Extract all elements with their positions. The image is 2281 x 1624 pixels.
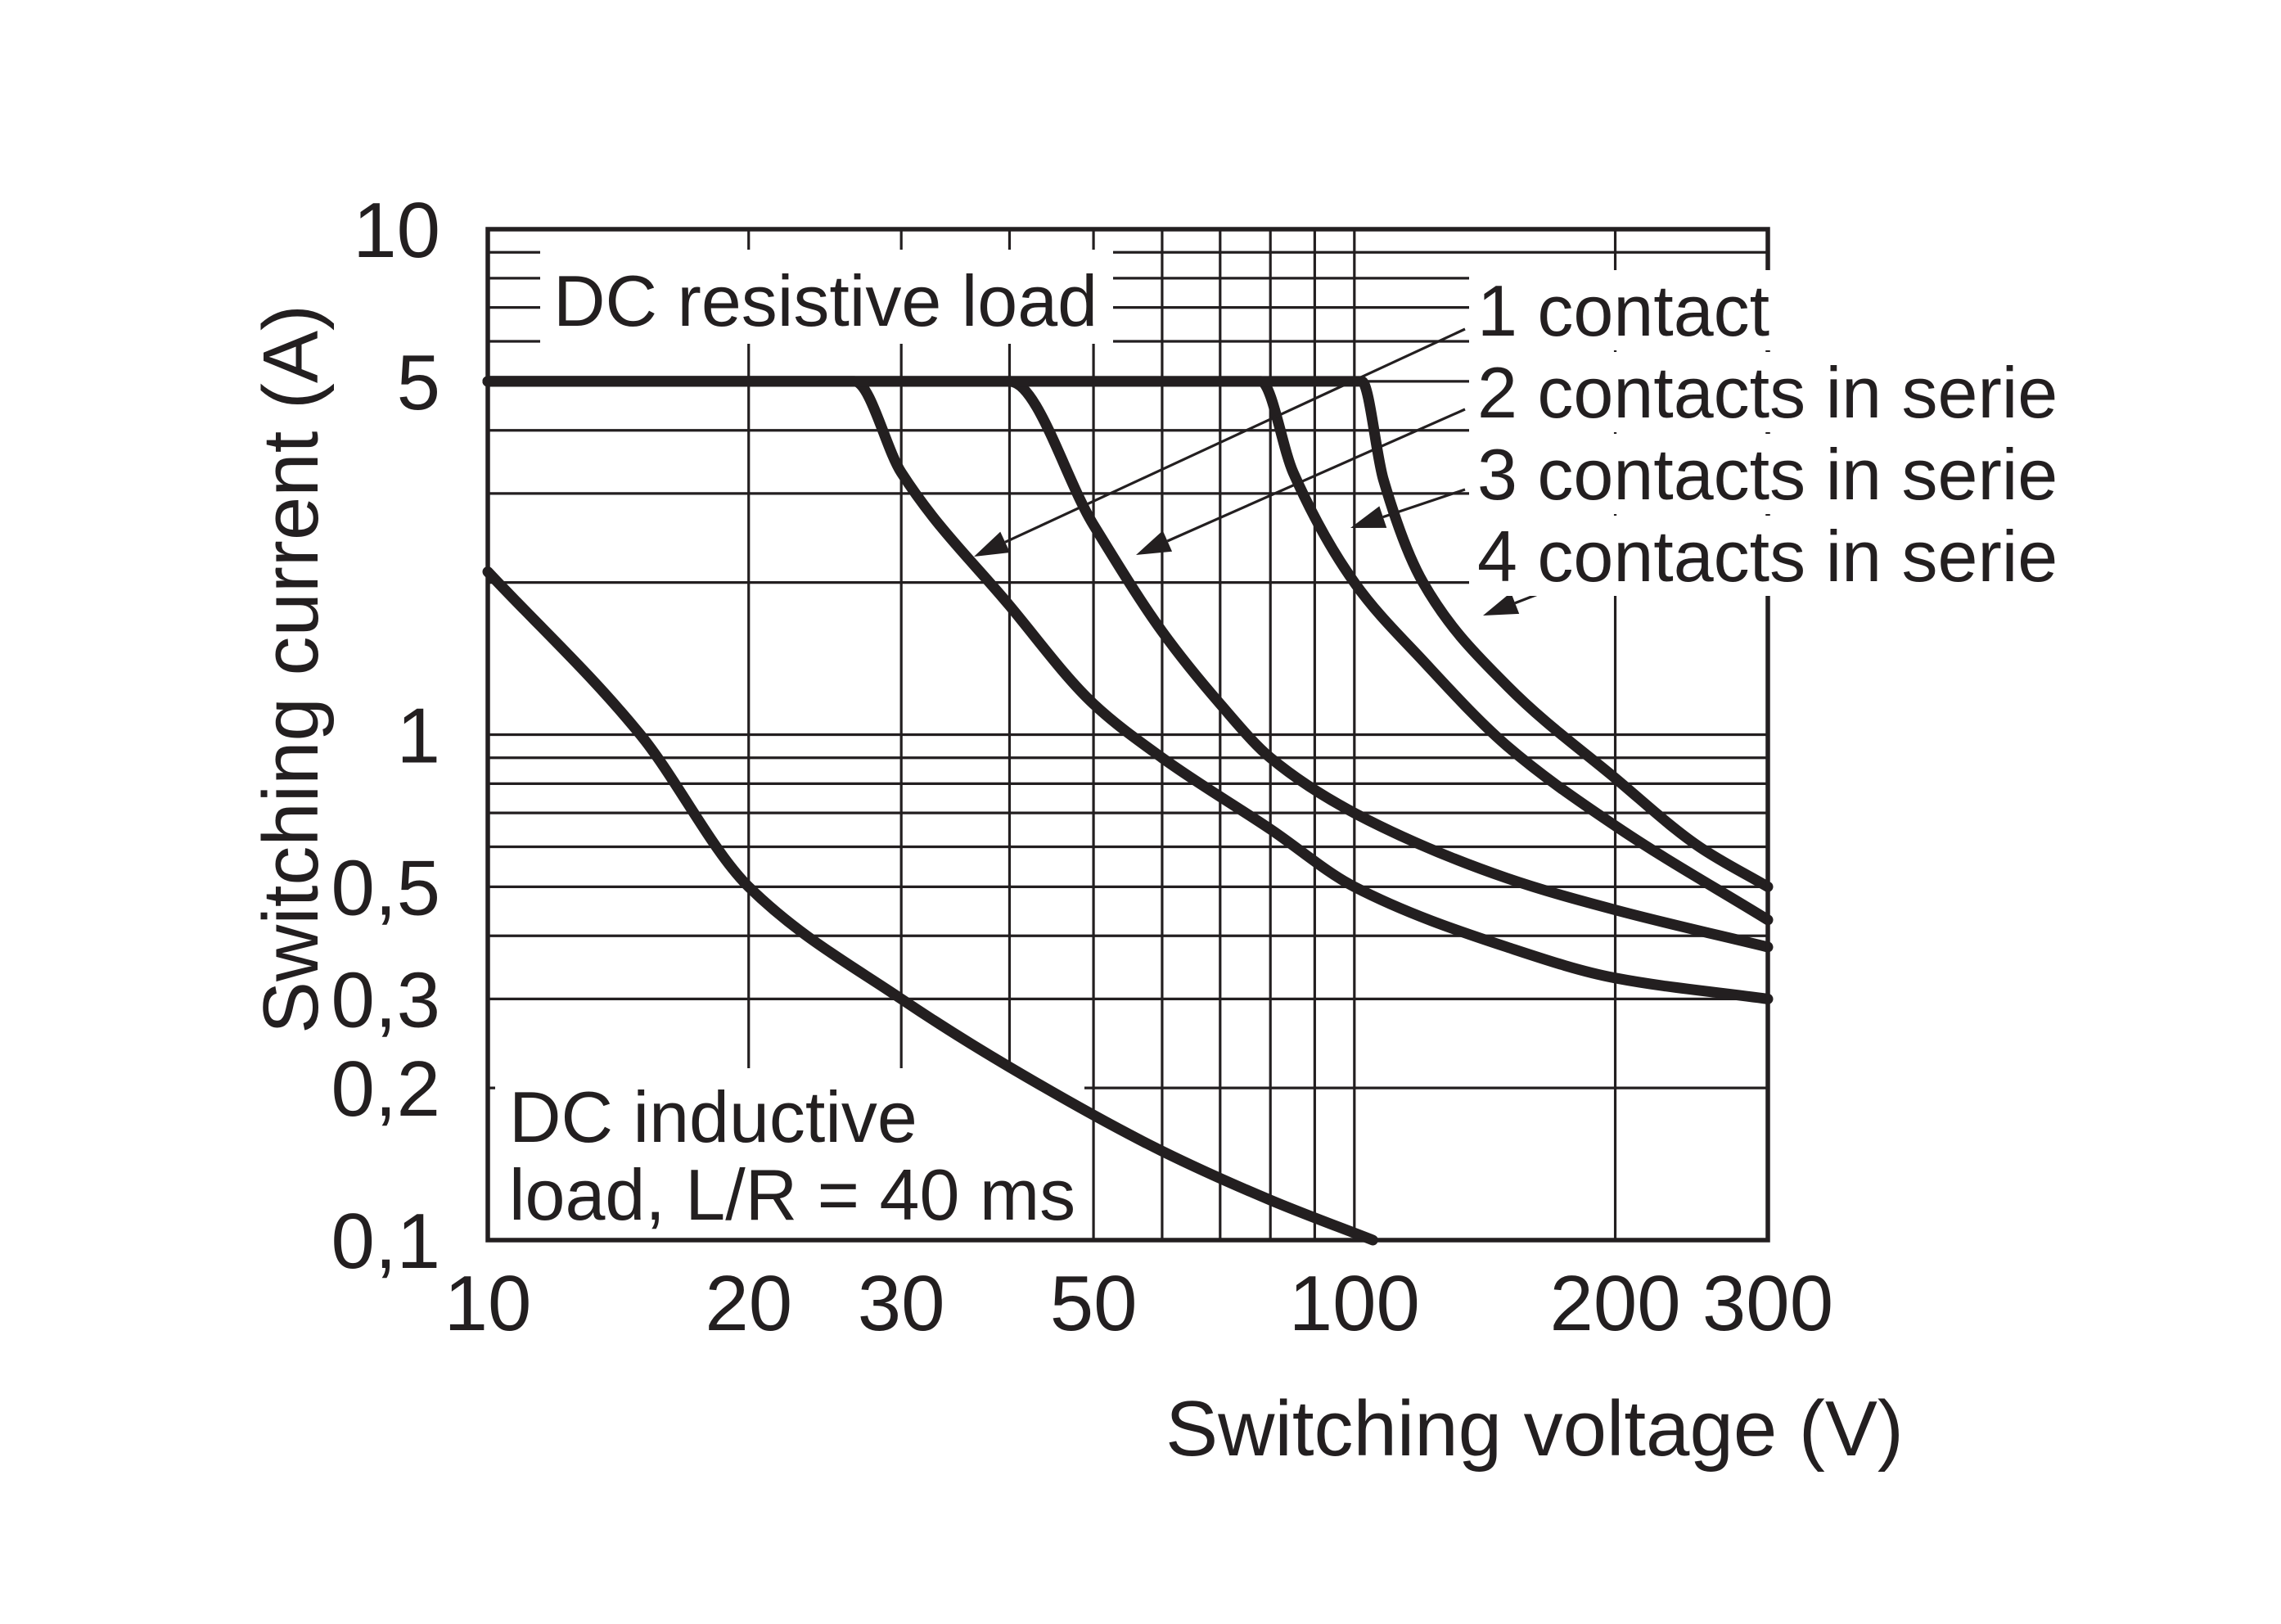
legend-mask (1469, 434, 2067, 514)
legend-leader-line (1166, 408, 1466, 543)
arrow-head-icon (974, 531, 1010, 557)
legend-label-3: 3 contacts in serie (1477, 434, 2058, 515)
y-tick-label: 0,3 (331, 956, 440, 1044)
y-tick-label: 10 (353, 187, 440, 274)
legend-mask (1469, 516, 2067, 596)
tick-labels: 10 20 30 50 100 200 300 10 5 1 0,5 0,30,2 0,1 (331, 187, 1834, 1347)
x-tick-label: 100 (1289, 1260, 1420, 1347)
series-line-5 (482, 566, 1378, 1246)
inductive-load-annotation-line1: DC inductive (509, 1076, 917, 1157)
x-tick-label: 20 (705, 1260, 792, 1347)
y-tick-label: 1 (397, 692, 440, 780)
curves (482, 376, 1774, 1246)
arrow-head-icon (1483, 592, 1520, 616)
plot-frame (485, 227, 1770, 1243)
y-axis-label: Switching current (A) (247, 304, 335, 1034)
inductive-label-mask (495, 1068, 1084, 1240)
label-masks (495, 250, 1113, 1240)
arrow-head-icon (1350, 506, 1387, 528)
legend-label-1: 1 contact (1477, 270, 1769, 351)
legend-label-4: 4 contacts in serie (1477, 516, 2058, 597)
legend-leader-line (1004, 327, 1466, 544)
x-tick-label: 10 (444, 1260, 532, 1347)
inductive-load-annotation-line2: load, L/R = 40 ms (509, 1154, 1075, 1235)
y-tick-label: 0,1 (331, 1198, 440, 1285)
arrow-head-icon (1136, 530, 1173, 555)
x-tick-label: 200 (1549, 1260, 1680, 1347)
y-tick-label: 0,5 (331, 844, 440, 932)
resistive-label-mask (540, 250, 1113, 344)
y-tick-label: 5 (397, 339, 440, 426)
y-tick-label: 0,2 (331, 1045, 440, 1133)
legend-leader-line (1382, 488, 1466, 519)
legend-mask (1469, 352, 2067, 432)
legend-mask (1469, 270, 2067, 350)
x-tick-label: 300 (1702, 1260, 1833, 1347)
x-tick-label: 50 (1050, 1260, 1138, 1347)
legend-arrows (974, 327, 1568, 616)
x-axis-label: Switching voltage (V) (1165, 1385, 1904, 1473)
resistive-load-annotation: DC resistive load (553, 260, 1098, 341)
series-line-4 (482, 376, 1774, 892)
legend-label-2: 2 contacts in serie (1477, 352, 2058, 433)
x-tick-label: 30 (858, 1260, 945, 1347)
